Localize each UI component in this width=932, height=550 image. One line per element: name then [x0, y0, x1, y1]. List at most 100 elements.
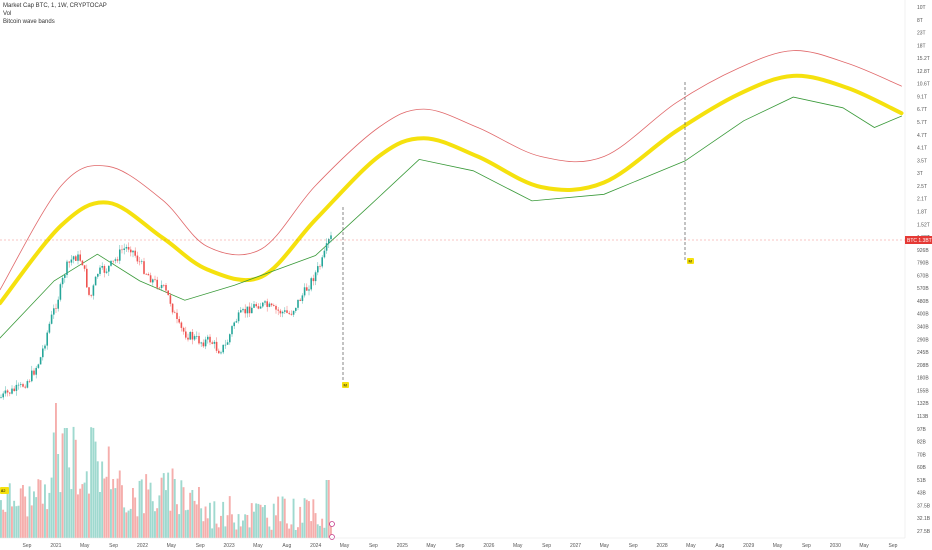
candle [165, 283, 167, 294]
candle [169, 292, 172, 307]
marker-1[interactable]: M [342, 382, 349, 388]
marker-2[interactable]: M [687, 258, 694, 264]
time-axis-label: 2026 [483, 543, 494, 549]
candle [119, 245, 121, 264]
candle [303, 283, 306, 298]
candle [33, 368, 35, 376]
candle [53, 304, 55, 319]
volume-bar [48, 492, 51, 538]
candle [253, 301, 255, 309]
candle [255, 302, 257, 308]
candle [176, 309, 178, 324]
time-axis-label: Aug [715, 543, 724, 549]
candle [257, 303, 260, 310]
volume-bar [211, 528, 214, 538]
volume-bar [246, 515, 249, 538]
candle [218, 348, 220, 354]
candle [37, 363, 40, 369]
legend-indicator[interactable]: Bitcoin wave bands [3, 19, 55, 25]
price-axis-label: 43B [917, 491, 927, 497]
candle [94, 275, 97, 286]
candle [156, 276, 158, 290]
candle [178, 316, 180, 324]
volume-bar [17, 505, 20, 538]
candle [211, 340, 213, 345]
price-axis-label: 10T [917, 5, 926, 11]
candle [103, 264, 106, 278]
volume-bar [180, 480, 183, 538]
volume-bar [85, 471, 88, 538]
time-axis-label: Sep [629, 543, 638, 549]
price-axis-label: 27.5B [917, 529, 931, 535]
volume-bar [8, 483, 11, 538]
legend-volume[interactable]: Vol [3, 11, 12, 17]
candle [57, 296, 59, 312]
candle [61, 275, 64, 288]
candle [123, 243, 125, 255]
volume-bar [220, 515, 222, 538]
volume-bar [147, 489, 150, 538]
price-axis[interactable]: 10T 8T 23T 18T 15.2T 12.8T 10.6T 9.1T 6.7T 5.7T 4.… [917, 5, 931, 535]
volume-bar [327, 480, 330, 538]
candle [121, 245, 123, 254]
volume-bar [134, 497, 137, 538]
upper-band-line [0, 50, 902, 291]
candle [312, 274, 315, 286]
price-axis-label: 670B [917, 273, 929, 279]
time-axis-label: May [253, 543, 263, 549]
time-axis-label: May [513, 543, 523, 549]
volume-bar [151, 501, 154, 538]
candle [152, 278, 154, 286]
time-axis-label: May [686, 543, 696, 549]
candle [31, 365, 33, 383]
candle [163, 284, 165, 288]
volume-bar [248, 527, 251, 538]
candle [154, 275, 156, 282]
volume-bar [99, 492, 101, 538]
candle [147, 272, 150, 276]
volume-bar [79, 488, 82, 538]
candle [266, 298, 268, 312]
volume-bar [11, 506, 13, 538]
volume-bar [272, 503, 275, 538]
volume-bar [70, 489, 73, 538]
volume-bar [136, 516, 139, 538]
volume-bar [118, 470, 121, 538]
candle [321, 255, 323, 269]
volume-bar [74, 439, 77, 538]
candle [231, 324, 233, 337]
price-axis-label: 5.7T [917, 120, 927, 126]
legend-symbol[interactable]: Market Cap BTC, 1, 1W, CRYPTOCAP [3, 3, 107, 9]
time-axis-label: Sep [369, 543, 378, 549]
volume-bar [94, 441, 97, 538]
volume-bar [68, 467, 71, 538]
time-axis-label: 2030 [830, 543, 841, 549]
volume-bar [52, 432, 55, 538]
candle [70, 255, 73, 266]
candle [171, 303, 174, 315]
volume-bar [114, 488, 117, 538]
price-axis-label: 51B [917, 478, 927, 484]
volume-bar [138, 480, 141, 538]
candle [125, 244, 128, 252]
volume-bar [176, 504, 178, 538]
price-axis-label: 3.5T [917, 158, 927, 164]
candle [295, 307, 297, 313]
candle [2, 391, 4, 400]
candle [275, 304, 277, 314]
candle [160, 280, 163, 291]
candle [15, 380, 18, 396]
current-price-tag: BTC 1.3BT [905, 236, 932, 244]
time-axis-label: 2021 [50, 543, 61, 549]
time-axis-label: May [773, 543, 783, 549]
time-axis[interactable]: Sep 2021 May Sep 2022 May Sep 2023 May Aug 2024 May… [23, 543, 898, 549]
time-axis-label: Sep [802, 543, 811, 549]
volume-bar [222, 501, 225, 538]
price-axis-label: 790B [917, 261, 929, 267]
volume-bar [160, 477, 163, 538]
candle [13, 386, 15, 392]
volume-bar [39, 480, 42, 538]
candle [26, 379, 29, 389]
time-axis-label: 2025 [397, 543, 408, 549]
